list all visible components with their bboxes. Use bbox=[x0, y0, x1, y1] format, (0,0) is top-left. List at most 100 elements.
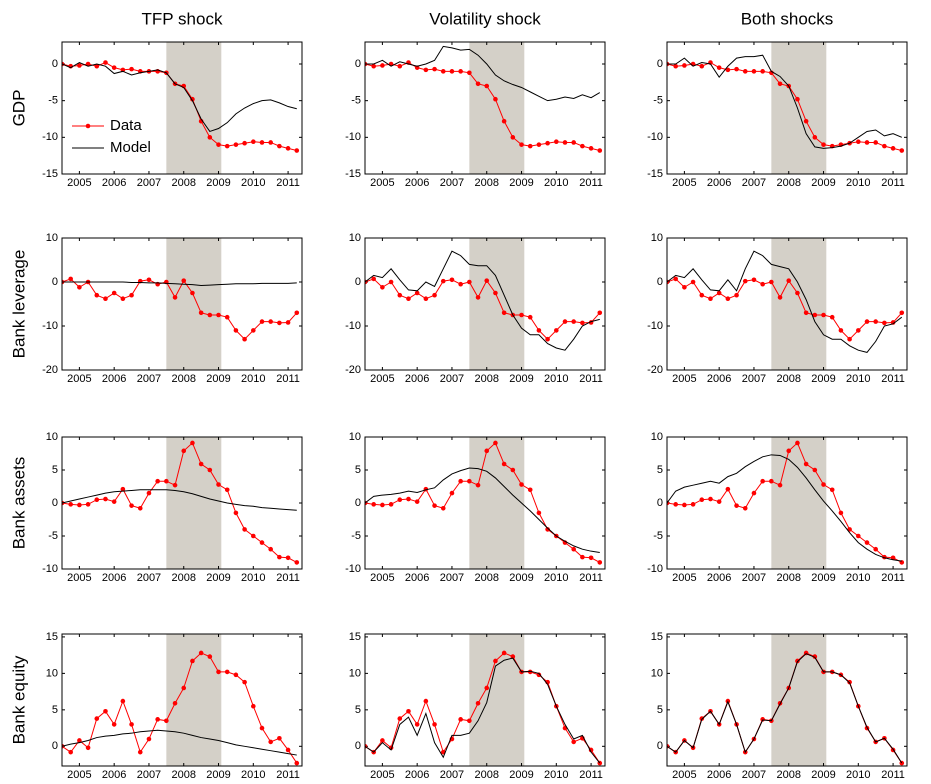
x-tick-label: 2009 bbox=[811, 769, 835, 781]
data-point bbox=[155, 717, 160, 722]
data-point bbox=[277, 735, 282, 741]
x-tick-label: 2007 bbox=[137, 177, 161, 189]
x-tick-label: 2007 bbox=[440, 572, 464, 584]
data-point bbox=[821, 142, 826, 147]
y-tick-label: 15 bbox=[349, 631, 361, 643]
y-tick-label: 5 bbox=[355, 464, 361, 476]
column-title: Both shocks bbox=[741, 9, 834, 28]
data-point bbox=[432, 66, 437, 72]
x-tick-label: 2008 bbox=[474, 769, 498, 781]
x-tick-label: 2008 bbox=[171, 769, 195, 781]
x-tick-label: 2005 bbox=[672, 177, 696, 189]
data-point bbox=[207, 312, 213, 318]
column-title: Volatility shock bbox=[429, 9, 541, 28]
data-point bbox=[786, 278, 792, 283]
plot-area bbox=[667, 440, 905, 565]
x-tick-label: 2005 bbox=[672, 572, 696, 584]
data-point bbox=[440, 69, 446, 74]
data-point bbox=[882, 143, 887, 149]
y-tick-label: 15 bbox=[46, 631, 58, 643]
x-tick-label: 2007 bbox=[440, 177, 464, 189]
data-point bbox=[484, 278, 490, 283]
data-point bbox=[129, 292, 134, 298]
data-point bbox=[527, 314, 533, 320]
x-tick-label: 2009 bbox=[206, 769, 230, 781]
y-tick-label: 10 bbox=[651, 232, 663, 244]
data-point bbox=[760, 281, 765, 287]
data-point bbox=[198, 461, 204, 467]
data-point bbox=[458, 69, 463, 74]
data-point bbox=[77, 738, 82, 743]
data-point bbox=[380, 738, 385, 743]
series-line bbox=[62, 489, 297, 511]
y-tick-label: -5 bbox=[653, 95, 663, 107]
data-point bbox=[155, 478, 160, 484]
data-point bbox=[224, 143, 230, 149]
data-point bbox=[181, 278, 187, 283]
series-line bbox=[667, 454, 902, 562]
data-point bbox=[501, 118, 507, 124]
data-point bbox=[423, 67, 429, 73]
data-point bbox=[432, 292, 437, 298]
axes-frame bbox=[61, 237, 303, 371]
data-point bbox=[397, 497, 403, 503]
axes-frame bbox=[61, 633, 303, 767]
data-point bbox=[294, 310, 300, 316]
data-point bbox=[682, 502, 687, 508]
x-tick-label: 2008 bbox=[171, 572, 195, 584]
y-tick-label: 0 bbox=[355, 276, 361, 288]
y-tick-label: 10 bbox=[651, 431, 663, 443]
data-point bbox=[501, 310, 507, 316]
data-point bbox=[285, 747, 291, 753]
data-point bbox=[294, 760, 300, 766]
data-point bbox=[597, 310, 603, 316]
x-tick-label: 2011 bbox=[276, 373, 300, 385]
x-tick-label: 2010 bbox=[544, 373, 568, 385]
data-point bbox=[120, 67, 126, 73]
data-point bbox=[588, 555, 594, 561]
x-tick-label: 2008 bbox=[776, 373, 800, 385]
data-point bbox=[725, 67, 731, 73]
data-point bbox=[111, 499, 117, 504]
data-point bbox=[77, 502, 82, 508]
x-tick-label: 2005 bbox=[67, 373, 91, 385]
data-point bbox=[285, 146, 291, 151]
data-point bbox=[146, 490, 152, 496]
data-point bbox=[94, 292, 100, 298]
x-tick-label: 2006 bbox=[405, 373, 429, 385]
x-tick-label: 2005 bbox=[370, 572, 394, 584]
row-label: GDP bbox=[9, 90, 28, 127]
y-tick-label: 0 bbox=[52, 497, 58, 509]
x-tick-label: 2005 bbox=[370, 373, 394, 385]
x-tick-label: 2008 bbox=[776, 177, 800, 189]
shaded-region bbox=[166, 634, 222, 766]
x-tick-label: 2011 bbox=[881, 572, 905, 584]
x-tick-label: 2010 bbox=[544, 177, 568, 189]
data-point bbox=[129, 722, 134, 727]
x-tick-label: 2009 bbox=[509, 373, 533, 385]
y-tick-label: 5 bbox=[52, 704, 58, 716]
axes-frame bbox=[666, 237, 908, 371]
data-point bbox=[277, 143, 282, 149]
legend-marker bbox=[85, 123, 91, 129]
y-tick-label: -15 bbox=[647, 168, 663, 180]
data-point bbox=[259, 319, 265, 324]
series-line bbox=[365, 657, 601, 764]
data-point bbox=[519, 142, 524, 147]
data-point bbox=[493, 440, 498, 446]
panel: 2005 2006 2007 2008 2009 2010 2011 0 5 10 15 Bank e… bbox=[9, 631, 303, 781]
data-point bbox=[85, 502, 91, 507]
data-point bbox=[838, 510, 844, 516]
data-point bbox=[597, 148, 603, 153]
plot-area bbox=[62, 60, 300, 153]
data-point bbox=[388, 279, 394, 285]
y-tick-label: -10 bbox=[647, 563, 663, 575]
data-point bbox=[207, 654, 213, 659]
series-line bbox=[62, 729, 297, 756]
data-point bbox=[690, 279, 696, 285]
y-tick-label: -10 bbox=[345, 131, 361, 143]
data-point bbox=[129, 503, 134, 508]
series-line bbox=[365, 250, 600, 351]
panel: 2005 2006 2007 2008 2009 2010 2011 -10 -5 0 5 10 bbox=[647, 431, 908, 584]
plot-area bbox=[365, 440, 603, 565]
